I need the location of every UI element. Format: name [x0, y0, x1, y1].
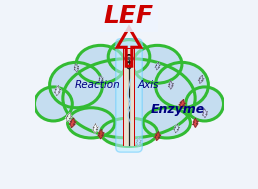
- Polygon shape: [66, 113, 72, 122]
- Polygon shape: [202, 109, 208, 118]
- Bar: [123, 48, 135, 146]
- Circle shape: [127, 57, 131, 60]
- Text: Enzyme: Enzyme: [151, 103, 205, 116]
- Polygon shape: [179, 99, 186, 108]
- Ellipse shape: [101, 118, 157, 146]
- Text: LEF: LEF: [104, 4, 154, 28]
- Polygon shape: [155, 62, 160, 70]
- Ellipse shape: [133, 45, 182, 83]
- Polygon shape: [99, 76, 103, 83]
- Polygon shape: [198, 75, 204, 84]
- Ellipse shape: [35, 87, 72, 121]
- Polygon shape: [69, 118, 76, 128]
- FancyBboxPatch shape: [116, 39, 142, 152]
- Ellipse shape: [68, 108, 115, 138]
- Ellipse shape: [63, 59, 195, 138]
- Ellipse shape: [143, 108, 190, 138]
- Polygon shape: [168, 81, 174, 89]
- Polygon shape: [74, 64, 79, 72]
- Polygon shape: [54, 85, 61, 96]
- Ellipse shape: [76, 45, 125, 83]
- Polygon shape: [136, 138, 142, 146]
- Ellipse shape: [186, 87, 223, 121]
- Polygon shape: [193, 118, 198, 127]
- Text: Reaction: Reaction: [75, 80, 120, 90]
- Polygon shape: [155, 132, 161, 141]
- Polygon shape: [173, 124, 180, 133]
- Ellipse shape: [156, 62, 208, 108]
- Polygon shape: [98, 129, 104, 139]
- Bar: [124, 49, 134, 146]
- Ellipse shape: [50, 62, 102, 108]
- Ellipse shape: [108, 40, 150, 74]
- Text: Axis: Axis: [138, 80, 159, 90]
- Polygon shape: [92, 124, 99, 133]
